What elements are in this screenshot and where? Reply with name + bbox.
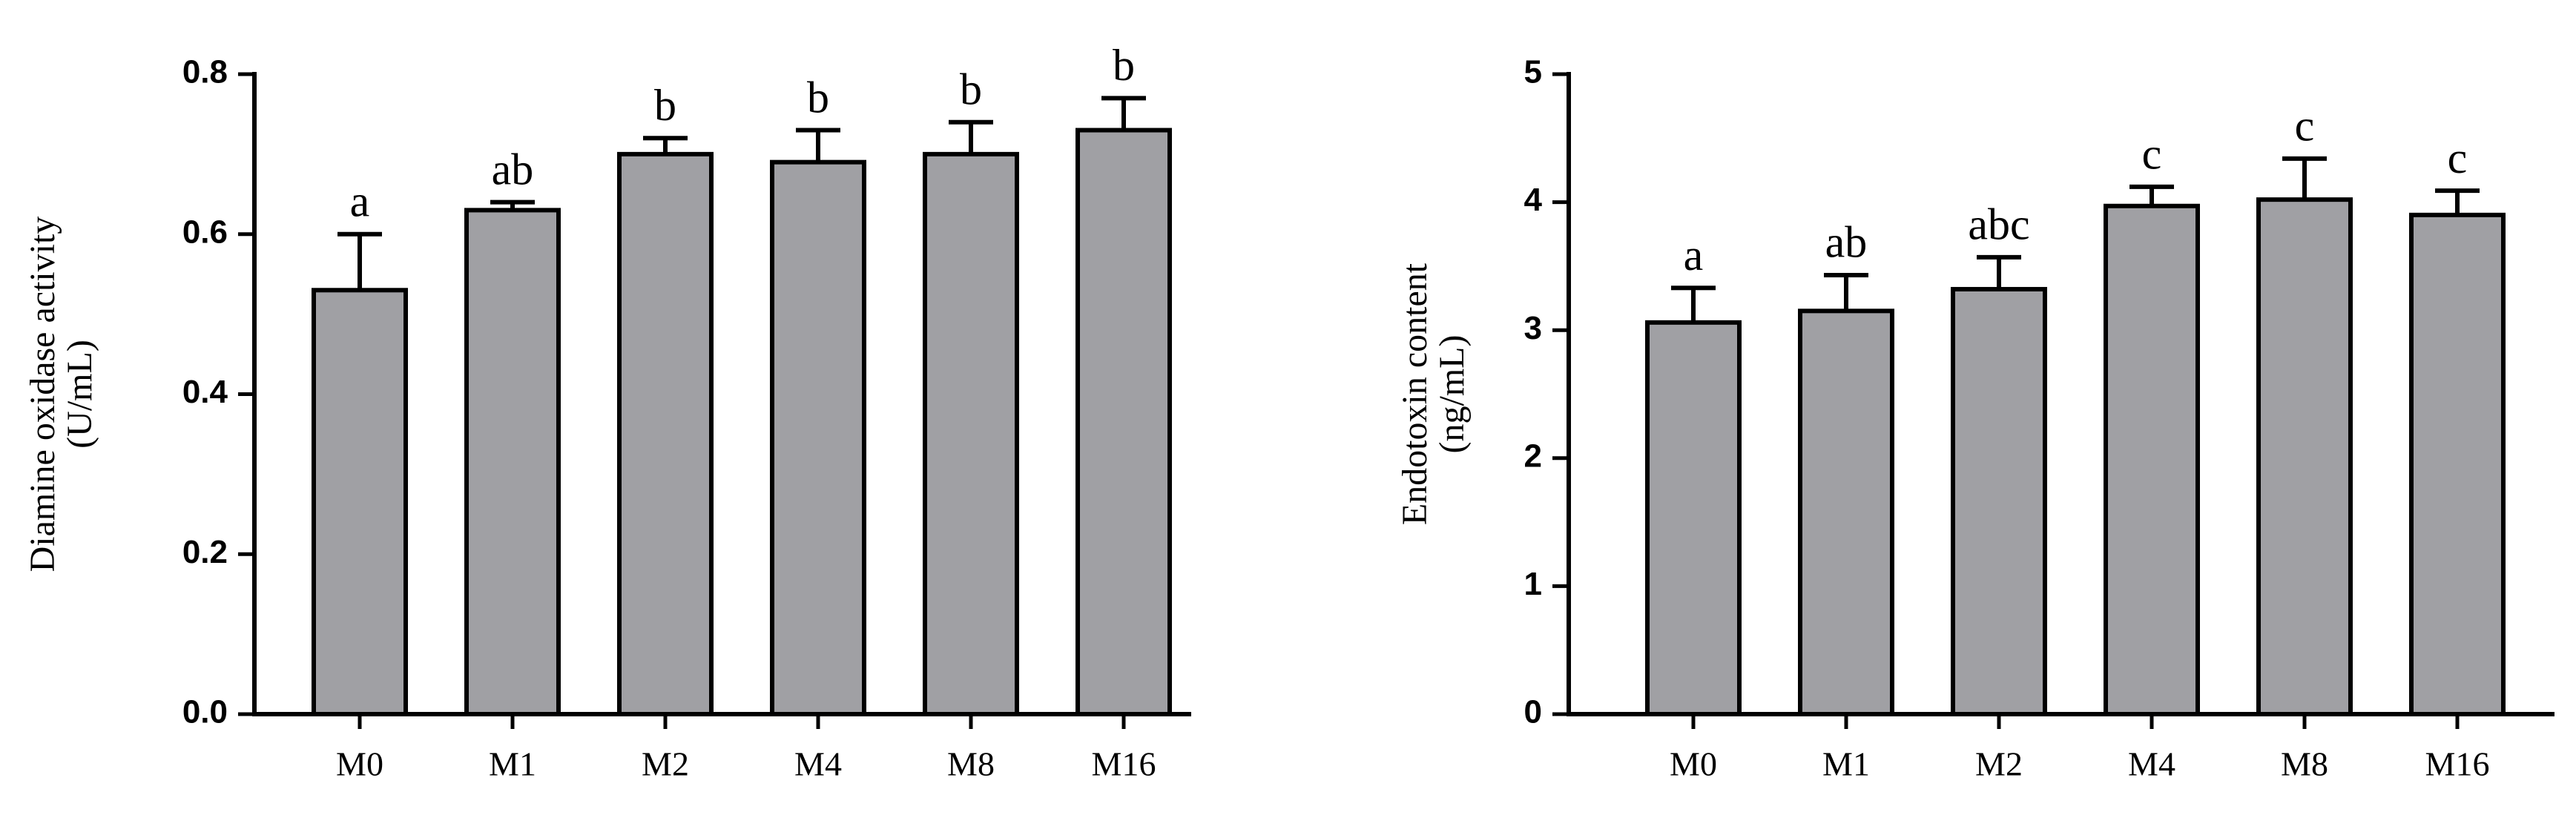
- significance-letter: b: [807, 73, 829, 122]
- bar: [2256, 197, 2353, 716]
- y-tick-label: 5: [1524, 54, 1542, 90]
- chart: Endotoxin content(ng/mL) 0 1 2 3 4 5 a M0 ab M1 abc…: [1395, 54, 2554, 783]
- x-tick-label: M16: [2425, 745, 2490, 783]
- y-axis-title: Endotoxin content: [1395, 263, 1434, 525]
- chart: Diamine oxidase activity(U/mL) 0.0 0.2 0.4 0…: [23, 41, 1191, 783]
- y-tick-label: 0.4: [182, 374, 228, 410]
- significance-letter: c: [2295, 102, 2315, 151]
- x-tick-label: M1: [489, 745, 536, 783]
- significance-letter: a: [350, 177, 370, 226]
- x-tick-label: M8: [2281, 745, 2328, 783]
- significance-letter: b: [960, 65, 982, 113]
- y-tick-label: 2: [1524, 438, 1542, 474]
- x-tick-label: M2: [642, 745, 689, 783]
- y-tick-label: 0: [1524, 694, 1542, 730]
- bar: [2409, 212, 2506, 716]
- x-tick-label: M0: [1670, 745, 1717, 783]
- bar: [1075, 128, 1172, 716]
- significance-letter: c: [2142, 130, 2162, 179]
- bar: [464, 208, 561, 716]
- x-tick-label: M1: [1822, 745, 1870, 783]
- bar: [617, 151, 714, 716]
- y-tick-label: 4: [1524, 182, 1543, 218]
- y-tick-label: 1: [1524, 566, 1542, 602]
- y-tick-label: 0.0: [182, 694, 228, 730]
- bar: [1951, 286, 2047, 716]
- y-axis-title: (U/mL): [60, 340, 99, 449]
- significance-letter: ab: [492, 145, 534, 194]
- significance-letter: c: [2448, 133, 2468, 182]
- significance-letter: a: [1684, 231, 1704, 280]
- y-tick-label: 3: [1524, 310, 1542, 346]
- y-axis-title: Diamine oxidase activity: [23, 217, 62, 573]
- x-tick-label: M0: [336, 745, 383, 783]
- significance-letter: abc: [1968, 200, 2029, 249]
- x-tick-label: M4: [794, 745, 842, 783]
- x-tick-label: M16: [1092, 745, 1156, 783]
- y-tick-label: 0.6: [182, 214, 228, 250]
- x-tick-label: M4: [2128, 745, 2175, 783]
- y-tick-label: 0.8: [182, 54, 228, 90]
- x-tick-label: M8: [947, 745, 995, 783]
- bar: [1798, 308, 1894, 716]
- x-tick-label: M2: [1975, 745, 2023, 783]
- bar: [2104, 203, 2200, 716]
- y-axis-title: (ng/mL): [1432, 335, 1472, 454]
- bar: [770, 159, 866, 717]
- significance-letter: ab: [1825, 218, 1868, 267]
- y-tick-label: 0.2: [182, 534, 228, 570]
- significance-letter: b: [1113, 41, 1135, 90]
- bar: [1645, 320, 1742, 716]
- bar: [312, 288, 408, 716]
- bar: [923, 151, 1019, 716]
- significance-letter: b: [654, 81, 676, 130]
